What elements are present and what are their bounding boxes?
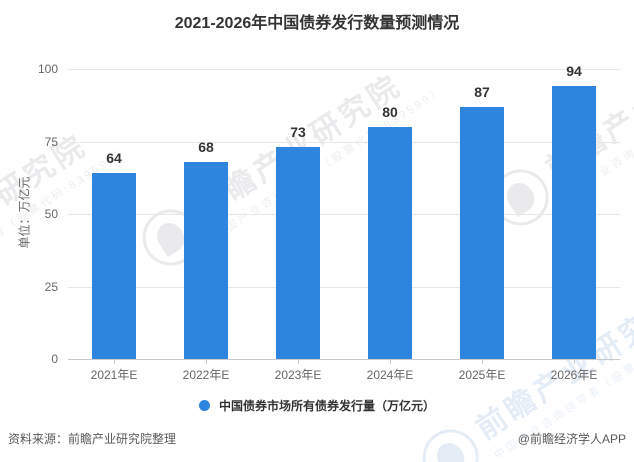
axis-tick <box>574 359 575 364</box>
y-tick-label: 0 <box>51 352 58 366</box>
bar-2021年E[interactable] <box>92 173 136 359</box>
grid-line <box>68 287 620 288</box>
legend[interactable]: 中国债券市场所有债券发行量（万亿元） <box>0 397 634 414</box>
grid-line <box>68 214 620 215</box>
x-tick-label: 2025年E <box>458 368 506 382</box>
y-tick-label: 75 <box>44 135 58 149</box>
bar-value-label: 68 <box>198 139 214 155</box>
grid-line <box>68 142 620 143</box>
bar-2023年E[interactable] <box>276 147 320 359</box>
bar-value-label: 73 <box>290 124 306 140</box>
bar-2025年E[interactable] <box>460 107 504 359</box>
credit-text: @前瞻经济学人APP <box>517 432 626 446</box>
legend-marker-icon <box>198 400 210 411</box>
y-tick-label: 50 <box>44 207 58 221</box>
x-tick-label: 2024年E <box>366 368 414 382</box>
x-tick-label: 2021年E <box>90 368 138 382</box>
bar-2022年E[interactable] <box>184 162 228 359</box>
bar-2026年E[interactable] <box>552 86 596 359</box>
axis-tick <box>298 359 299 364</box>
x-axis-line <box>68 359 620 360</box>
bar-value-label: 87 <box>474 84 490 100</box>
x-tick-label: 2023年E <box>274 368 322 382</box>
x-tick-label: 2026年E <box>550 368 598 382</box>
bar-value-label: 80 <box>382 104 398 120</box>
bar-2024年E[interactable] <box>368 127 412 359</box>
grid-line <box>68 69 620 70</box>
source-text: 资料来源：前瞻产业研究院整理 <box>8 432 177 446</box>
axis-tick <box>482 359 483 364</box>
y-tick-label: 100 <box>37 62 58 76</box>
y-axis-unit-label: 单位：万亿元 <box>17 176 32 249</box>
bar-value-label: 94 <box>566 63 582 79</box>
x-tick-label: 2022年E <box>182 368 230 382</box>
axis-tick <box>206 359 207 364</box>
footer: 资料来源：前瞻产业研究院整理 @前瞻经济学人APP <box>8 430 626 447</box>
legend-label: 中国债券市场所有债券发行量（万亿元） <box>218 399 435 413</box>
axis-tick <box>390 359 391 364</box>
plot-area: 0 25 50 75 100 64 2021年E 68 2022年E 73 2023年E 80 2024… <box>38 62 620 382</box>
chart-title: 2021-2026年中国债券发行数量预测情况 <box>174 15 460 32</box>
axis-tick <box>114 359 115 364</box>
y-tick-label: 25 <box>44 280 58 294</box>
bar-value-label: 64 <box>106 150 122 166</box>
